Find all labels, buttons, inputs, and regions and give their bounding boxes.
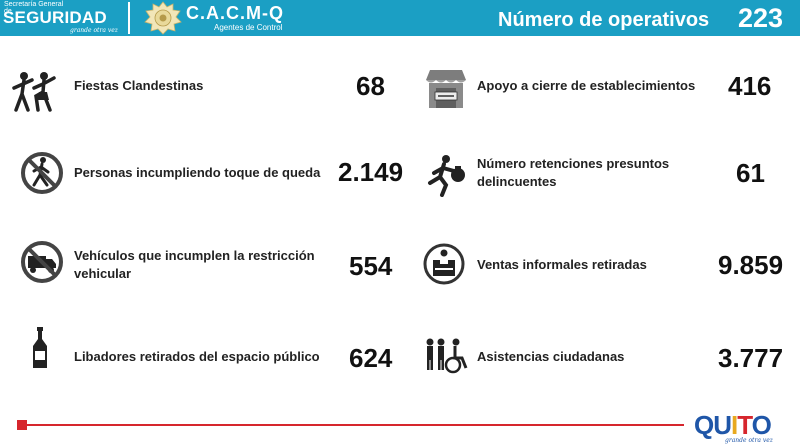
quito-logo: QUITO — [694, 410, 772, 441]
no-truck-icon — [18, 240, 66, 284]
agency-logo: C.A.C.M-Q Agentes de Control — [186, 3, 284, 32]
agency-name: C.A.C.M-Q — [186, 3, 284, 23]
agency-seal-icon — [143, 1, 183, 35]
libadores-label: Libadores retirados del espacio público — [74, 349, 320, 364]
footer-accent-square — [17, 420, 27, 430]
agency-tagline: Agentes de Control — [214, 23, 283, 32]
fiestas-label: Fiestas Clandestinas — [74, 78, 204, 93]
quito-logo-t: T — [737, 410, 752, 440]
footer-divider-line — [27, 424, 684, 426]
no-pedestrian-icon — [18, 151, 66, 195]
toque-value: 2.149 — [338, 157, 404, 187]
quito-logo-qu: QU — [694, 410, 732, 440]
quito-logo-o: O — [751, 410, 772, 440]
ventas-value: 9.859 — [718, 250, 784, 280]
vehiculos-label: Vehículos que incumplen la restricción v… — [74, 247, 315, 283]
header-bar: Secretaría General de SEGURIDAD grande o… — [0, 0, 800, 36]
quito-logo-i: I — [731, 410, 738, 440]
page-title: Número de operativos — [498, 9, 710, 31]
party-dancers-icon — [10, 70, 58, 114]
running-thief-icon — [424, 153, 472, 197]
asistencias-value: 3.777 — [718, 343, 784, 373]
brand-name: SEGURIDAD — [3, 8, 107, 27]
libadores-value: 624 — [349, 343, 393, 373]
vehiculos-label-line2: vehicular — [74, 266, 132, 281]
retenciones-label-line2: delincuentes — [477, 174, 557, 189]
cierre-label: Apoyo a cierre de establecimientos — [477, 78, 696, 93]
brand-signature: grande otra vez — [70, 27, 118, 34]
retenciones-label-line1: Número retenciones presuntos — [477, 156, 670, 171]
brand-subtitle: Secretaría General de — [4, 1, 64, 15]
quito-signature: grande otra vez — [725, 437, 773, 444]
ventas-label: Ventas informales retiradas — [477, 257, 647, 272]
vehiculos-label-line1: Vehículos que incumplen la restricción — [74, 248, 315, 263]
closed-store-icon — [422, 66, 470, 110]
asistencias-label: Asistencias ciudadanas — [477, 349, 625, 364]
seguridad-logo: Secretaría General de SEGURIDAD grande o… — [0, 0, 128, 36]
retenciones-value: 61 — [736, 158, 765, 188]
assistance-people-icon — [422, 334, 470, 378]
bottle-icon — [16, 326, 64, 370]
header-divider — [128, 2, 130, 34]
cierre-value: 416 — [728, 71, 772, 101]
retenciones-label: Número retenciones presuntos delincuente… — [477, 155, 669, 191]
vehiculos-value: 554 — [349, 251, 393, 281]
total-count: 223 — [738, 3, 784, 33]
toque-label: Personas incumpliendo toque de queda — [74, 165, 321, 180]
fiestas-value: 68 — [356, 71, 385, 101]
street-vendor-icon — [420, 242, 468, 286]
